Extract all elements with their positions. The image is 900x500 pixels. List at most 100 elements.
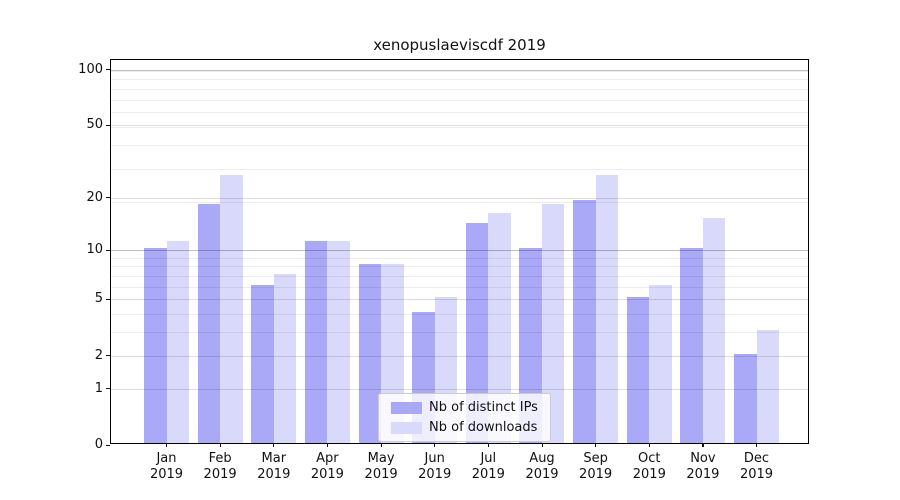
bars-layer bbox=[111, 60, 808, 443]
year-label: 2019 bbox=[525, 466, 559, 482]
bar-distinct-ips-jan bbox=[144, 248, 167, 443]
legend: Nb of distinct IPs Nb of downloads bbox=[378, 393, 551, 442]
x-tick-dec bbox=[756, 443, 758, 447]
legend-label-downloads: Nb of downloads bbox=[429, 420, 538, 435]
y-tick-5 bbox=[106, 298, 110, 300]
y-tick-10 bbox=[106, 249, 110, 251]
x-tick-apr bbox=[326, 443, 329, 447]
bar-distinct-ips-dec bbox=[734, 353, 757, 443]
month-label: Apr bbox=[316, 451, 339, 466]
month-label: Feb bbox=[208, 451, 232, 466]
plot-area: 0 1 2 5 10 20 50 100 Jan 2019 Feb 2019 Mar 2019 Apr 201… bbox=[78, 59, 809, 482]
x-tick-label-jan: Jan 2019 bbox=[135, 451, 199, 482]
gridline-5 bbox=[111, 299, 808, 301]
y-tick-label-2: 2 bbox=[94, 347, 103, 363]
gridline-1 bbox=[111, 388, 808, 390]
x-tick-jul bbox=[487, 443, 489, 447]
legend-item-downloads: Nb of downloads bbox=[391, 420, 538, 435]
gridline-29 bbox=[111, 168, 808, 170]
gridline-19 bbox=[111, 201, 808, 203]
x-tick-jun bbox=[434, 443, 436, 447]
month-label: Oct bbox=[638, 451, 661, 466]
month-label: Jun bbox=[424, 451, 445, 466]
bar-downloads-mar bbox=[273, 274, 297, 443]
x-tick-label-nov: Nov 2019 bbox=[671, 451, 735, 482]
x-tick-label-oct: Oct 2019 bbox=[617, 451, 681, 482]
gridline-99 bbox=[111, 70, 808, 72]
y-tick-label-10: 10 bbox=[86, 242, 103, 258]
year-label: 2019 bbox=[310, 466, 344, 482]
month-label: Dec bbox=[743, 451, 770, 466]
y-tick-20 bbox=[106, 197, 110, 199]
year-label: 2019 bbox=[364, 466, 398, 482]
gridline-49 bbox=[111, 127, 808, 128]
bar-distinct-ips-apr bbox=[304, 241, 328, 443]
month-label: Aug bbox=[529, 451, 555, 466]
bar-downloads-aug bbox=[541, 203, 565, 443]
bar-distinct-ips-oct bbox=[626, 297, 650, 443]
axis-layer: 0 1 2 5 10 20 50 100 Jan 2019 Feb 2019 Mar 2019 Apr 201… bbox=[78, 60, 808, 482]
x-tick-label-may: May 2019 bbox=[349, 451, 413, 482]
bar-distinct-ips-feb bbox=[197, 203, 221, 443]
gridline-10 bbox=[111, 250, 808, 252]
x-tick-label-sep: Sep 2019 bbox=[564, 451, 628, 482]
gridline-100 bbox=[111, 69, 808, 71]
x-tick-label-apr: Apr 2019 bbox=[295, 451, 359, 482]
x-tick-label-aug: Aug 2019 bbox=[510, 451, 574, 482]
year-label: 2019 bbox=[203, 466, 237, 482]
month-label: May bbox=[367, 451, 395, 466]
gridline-79 bbox=[111, 88, 808, 90]
x-tick-may bbox=[380, 443, 382, 447]
gridline-59 bbox=[111, 112, 808, 114]
bar-distinct-ips-mar bbox=[251, 284, 274, 443]
x-tick-feb bbox=[219, 443, 221, 447]
gridline-7 bbox=[111, 276, 808, 277]
y-tick-2 bbox=[106, 355, 110, 357]
gridline-50 bbox=[111, 125, 808, 127]
grid-layer bbox=[111, 60, 808, 443]
x-tick-mar bbox=[273, 443, 275, 447]
year-label: 2019 bbox=[686, 466, 720, 482]
month-label: Nov bbox=[690, 451, 716, 466]
x-tick-label-jul: Jul 2019 bbox=[456, 451, 520, 482]
gridline-2 bbox=[111, 355, 808, 357]
gridline-89 bbox=[111, 79, 808, 81]
bar-distinct-ips-sep bbox=[573, 199, 596, 443]
y-tick-label-100: 100 bbox=[78, 61, 103, 77]
bar-downloads-jul bbox=[488, 212, 511, 443]
legend-label-distinct-ips: Nb of distinct IPs bbox=[429, 400, 538, 415]
y-tick-label-20: 20 bbox=[86, 189, 103, 205]
chart-title: xenopuslaeviscdf 2019 bbox=[373, 36, 546, 54]
year-label: 2019 bbox=[257, 466, 291, 482]
bar-downloads-jan bbox=[166, 241, 189, 443]
year-label: 2019 bbox=[739, 466, 774, 482]
year-label: 2019 bbox=[418, 466, 452, 482]
y-tick-100 bbox=[106, 69, 110, 71]
year-label: 2019 bbox=[471, 466, 505, 482]
x-tick-label-feb: Feb 2019 bbox=[188, 451, 252, 482]
year-label: 2019 bbox=[149, 466, 184, 482]
x-tick-jan bbox=[166, 443, 168, 447]
bar-downloads-apr bbox=[327, 241, 350, 443]
year-label: 2019 bbox=[579, 466, 613, 482]
legend-item-distinct-ips: Nb of distinct IPs bbox=[391, 400, 538, 415]
y-tick-1 bbox=[106, 388, 110, 390]
bar-distinct-ips-nov bbox=[680, 248, 703, 443]
gridline-20 bbox=[111, 197, 808, 199]
gridline-39 bbox=[111, 145, 808, 147]
bar-downloads-dec bbox=[756, 330, 780, 443]
y-tick-label-5: 5 bbox=[94, 291, 103, 307]
bar-downloads-nov bbox=[702, 217, 726, 443]
bar-downloads-sep bbox=[595, 175, 619, 443]
legend-swatch-downloads bbox=[391, 421, 422, 434]
y-tick-label-1: 1 bbox=[94, 380, 103, 396]
y-tick-50 bbox=[106, 124, 110, 127]
year-label: 2019 bbox=[632, 466, 666, 482]
bar-distinct-ips-may bbox=[358, 264, 382, 443]
x-tick-label-mar: Mar 2019 bbox=[242, 451, 306, 482]
y-tick-label-0: 0 bbox=[94, 437, 103, 452]
legend-swatch-distinct-ips bbox=[391, 401, 422, 414]
bar-downloads-oct bbox=[649, 284, 672, 443]
x-tick-sep bbox=[595, 443, 597, 447]
